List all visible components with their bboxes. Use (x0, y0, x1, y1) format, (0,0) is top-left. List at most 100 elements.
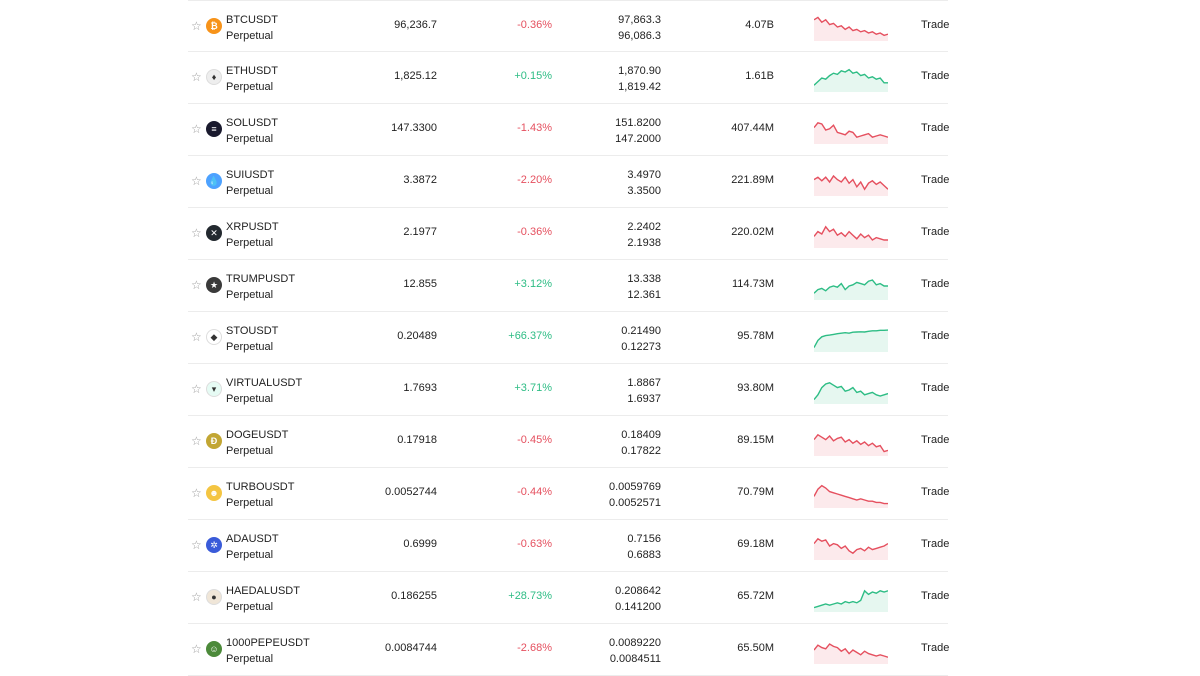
sui-icon: 💧 (206, 173, 222, 189)
trade-button[interactable]: Trade (921, 434, 950, 446)
star-icon[interactable]: ☆ (191, 538, 202, 552)
table-row[interactable]: ☆ ◆ STOUSDT Perpetual 0.20489 +66.37% 0.… (188, 312, 950, 364)
change-percent: -1.43% (517, 122, 552, 134)
symbol-name: BTCUSDT (226, 14, 278, 26)
trade-button[interactable]: Trade (921, 486, 950, 498)
contract-type: Perpetual (226, 341, 274, 353)
high-low-cell: 3.4970 3.3500 (627, 167, 661, 199)
sparkline-area (814, 485, 888, 508)
table-row[interactable]: ☆ ≡ SOLUSDT Perpetual 147.3300 -1.43% 15… (188, 104, 950, 156)
volume: 65.50M (737, 642, 774, 654)
volume: 407.44M (731, 122, 774, 134)
table-row[interactable]: ☆ ✲ ADAUSDT Perpetual 0.6999 -0.63% 0.71… (188, 520, 950, 572)
table-row[interactable]: ☆ ₿ BTCUSDT Perpetual 96,236.7 -0.36% 97… (188, 0, 950, 52)
contract-type: Perpetual (226, 185, 274, 197)
symbol-cell[interactable]: TURBOUSDT Perpetual (226, 479, 294, 511)
high-low-cell: 0.0089220 0.0084511 (609, 635, 661, 667)
table-row[interactable]: ☆ ♦ ETHUSDT Perpetual 1,825.12 +0.15% 1,… (188, 52, 950, 104)
star-icon[interactable]: ☆ (191, 590, 202, 604)
star-icon[interactable]: ☆ (191, 330, 202, 344)
star-icon[interactable]: ☆ (191, 70, 202, 84)
trade-button[interactable]: Trade (921, 122, 950, 134)
xrp-icon: ✕ (206, 225, 222, 241)
sparkline (814, 589, 888, 612)
trade-button[interactable]: Trade (921, 538, 950, 550)
star-icon[interactable]: ☆ (191, 642, 202, 656)
contract-type: Perpetual (226, 549, 274, 561)
symbol-cell[interactable]: HAEDALUSDT Perpetual (226, 583, 300, 615)
volume: 221.89M (731, 174, 774, 186)
star-icon[interactable]: ☆ (191, 226, 202, 240)
sparkline-line (814, 68, 888, 86)
high-price: 0.0089220 (609, 637, 661, 649)
trade-button[interactable]: Trade (921, 382, 950, 394)
table-row[interactable]: ☆ 💧 SUIUSDT Perpetual 3.3872 -2.20% 3.49… (188, 156, 950, 208)
star-icon[interactable]: ☆ (191, 382, 202, 396)
symbol-cell[interactable]: BTCUSDT Perpetual (226, 12, 278, 44)
sparkline-line (814, 279, 888, 294)
last-price: 1.7693 (403, 382, 437, 394)
low-price: 1.6937 (627, 393, 661, 405)
star-icon[interactable]: ☆ (191, 278, 202, 292)
symbol-name: XRPUSDT (226, 221, 279, 233)
turbo-icon: ☻ (206, 485, 222, 501)
virtual-icon: ▾ (206, 381, 222, 397)
table-row[interactable]: ☆ ▾ VIRTUALUSDT Perpetual 1.7693 +3.71% … (188, 364, 950, 416)
symbol-cell[interactable]: ETHUSDT Perpetual (226, 63, 278, 95)
symbol-cell[interactable]: ADAUSDT Perpetual (226, 531, 279, 563)
table-row[interactable]: ☆ ● HAEDALUSDT Perpetual 0.186255 +28.73… (188, 572, 950, 624)
trade-button[interactable]: Trade (921, 278, 950, 290)
sparkline (814, 537, 888, 560)
sparkline (814, 643, 888, 664)
low-price: 1,819.42 (618, 81, 661, 93)
table-row[interactable]: ☆ ☺ 1000PEPEUSDT Perpetual 0.0084744 -2.… (188, 624, 950, 676)
trade-button[interactable]: Trade (921, 19, 950, 31)
symbol-cell[interactable]: XRPUSDT Perpetual (226, 219, 279, 251)
high-price: 151.8200 (615, 117, 661, 129)
symbol-name: DOGEUSDT (226, 429, 289, 441)
symbol-cell[interactable]: DOGEUSDT Perpetual (226, 427, 288, 459)
symbol-name: SUIUSDT (226, 169, 275, 181)
star-icon[interactable]: ☆ (191, 19, 202, 33)
symbol-cell[interactable]: 1000PEPEUSDT Perpetual (226, 635, 310, 667)
symbol-cell[interactable]: SUIUSDT Perpetual (226, 167, 274, 199)
last-price: 1,825.12 (394, 70, 437, 82)
sparkline (814, 433, 888, 456)
star-icon[interactable]: ☆ (191, 122, 202, 136)
symbol-cell[interactable]: STOUSDT Perpetual (226, 323, 278, 355)
sparkline-area (814, 644, 888, 664)
trump-icon: ★ (206, 277, 222, 293)
symbol-name: ETHUSDT (226, 65, 278, 77)
high-price: 2.2402 (627, 221, 661, 233)
table-row[interactable]: ☆ Ð DOGEUSDT Perpetual 0.17918 -0.45% 0.… (188, 416, 950, 468)
star-icon[interactable]: ☆ (191, 174, 202, 188)
low-price: 3.3500 (627, 185, 661, 197)
contract-type: Perpetual (226, 30, 274, 42)
low-price: 12.361 (627, 289, 661, 301)
low-price: 2.1938 (627, 237, 661, 249)
high-low-cell: 151.8200 147.2000 (615, 115, 661, 147)
symbol-cell[interactable]: TRUMPUSDT Perpetual (226, 271, 295, 303)
high-low-cell: 13.338 12.361 (627, 271, 661, 303)
star-icon[interactable]: ☆ (191, 434, 202, 448)
trade-button[interactable]: Trade (921, 226, 950, 238)
trade-button[interactable]: Trade (921, 590, 950, 602)
trade-button[interactable]: Trade (921, 70, 950, 82)
star-icon[interactable]: ☆ (191, 486, 202, 500)
table-row[interactable]: ☆ ☻ TURBOUSDT Perpetual 0.0052744 -0.44%… (188, 468, 950, 520)
sparkline-area (814, 330, 888, 352)
high-low-cell: 2.2402 2.1938 (627, 219, 661, 251)
trade-button[interactable]: Trade (921, 330, 950, 342)
symbol-cell[interactable]: SOLUSDT Perpetual (226, 115, 278, 147)
table-row[interactable]: ☆ ✕ XRPUSDT Perpetual 2.1977 -0.36% 2.24… (188, 208, 950, 260)
low-price: 0.0052571 (609, 497, 661, 509)
contract-type: Perpetual (226, 393, 274, 405)
sparkline (814, 174, 888, 196)
trade-button[interactable]: Trade (921, 174, 950, 186)
last-price: 0.6999 (403, 538, 437, 550)
table-row[interactable]: ☆ ★ TRUMPUSDT Perpetual 12.855 +3.12% 13… (188, 260, 950, 312)
trade-button[interactable]: Trade (921, 642, 950, 654)
symbol-cell[interactable]: VIRTUALUSDT Perpetual (226, 375, 302, 407)
sparkline-area (814, 280, 888, 300)
sparkline-area (814, 69, 888, 92)
